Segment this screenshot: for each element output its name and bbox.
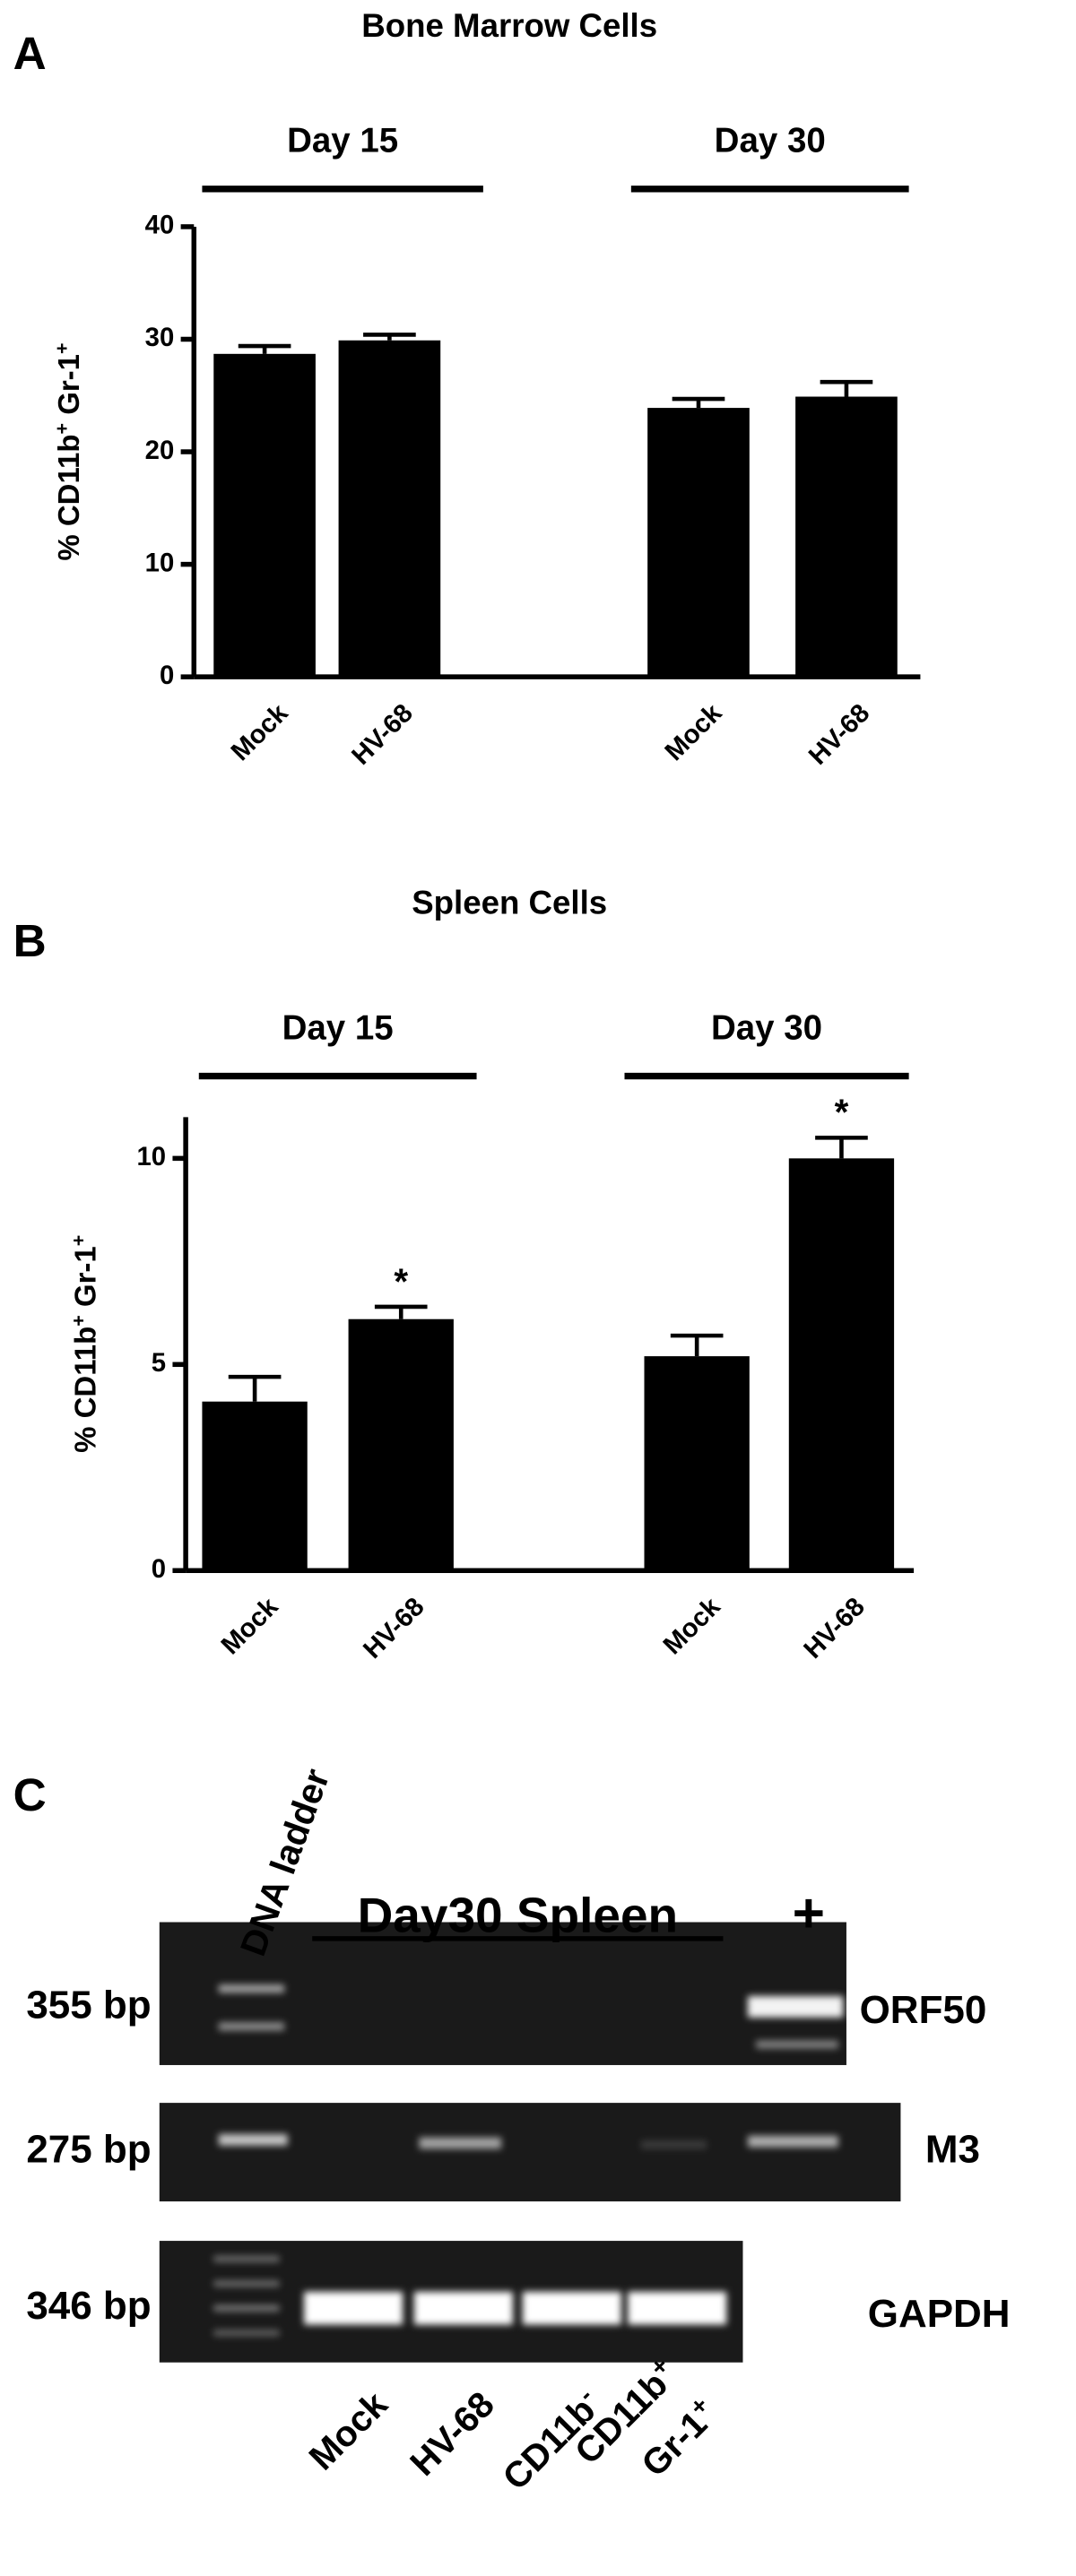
band <box>756 2040 838 2049</box>
band <box>747 2135 838 2148</box>
gel-title: Day30 Spleen <box>358 1888 679 1943</box>
band <box>640 2140 707 2149</box>
annotation: * <box>835 1092 849 1133</box>
gene-label: ORF50 <box>860 1988 987 2032</box>
text-part: Gr-1 <box>52 354 85 423</box>
y-tick-label: 30 <box>145 323 175 352</box>
x-tick-label: HV-68 <box>346 698 419 771</box>
bar <box>644 1356 750 1571</box>
text-part: Mock <box>300 2383 395 2478</box>
y-tick-label: 0 <box>160 661 174 690</box>
error-bar <box>228 1374 282 1402</box>
gel-image <box>159 1922 846 2065</box>
panel-label: B <box>13 915 47 966</box>
error-bar <box>672 396 725 409</box>
y-axis-label: % CD11b+ Gr-1+ <box>51 342 85 560</box>
error-bar <box>820 379 873 397</box>
band <box>522 2291 621 2325</box>
group-label: Day 30 <box>711 1008 822 1047</box>
y-tick-label: 5 <box>152 1348 166 1378</box>
bar <box>338 340 441 678</box>
lane-label: Mock <box>300 2383 395 2478</box>
text-part: HV-68 <box>402 2383 502 2484</box>
band <box>213 2280 280 2287</box>
band <box>218 2133 288 2146</box>
group-label: Day 15 <box>287 122 398 160</box>
superscript: + <box>51 342 73 354</box>
gene-label: M3 <box>925 2128 980 2172</box>
band <box>213 2330 280 2337</box>
positive-label: + <box>793 1883 825 1945</box>
y-tick-label: 10 <box>145 548 175 577</box>
bar <box>795 396 898 678</box>
band <box>213 2255 280 2262</box>
size-label: 275 bp <box>26 2128 151 2172</box>
chart-title: Spleen Cells <box>412 885 607 921</box>
band <box>218 2022 285 2031</box>
error-bar <box>363 333 416 341</box>
gene-label: GAPDH <box>868 2292 1011 2336</box>
gel-image <box>159 2103 901 2202</box>
band <box>218 1984 285 1993</box>
text-part: % CD11b <box>68 1327 101 1453</box>
error-bar <box>238 343 291 354</box>
x-tick-label: HV-68 <box>358 1592 430 1664</box>
bar <box>647 408 750 678</box>
x-tick-label: Mock <box>657 1592 726 1661</box>
group-label: Day 15 <box>282 1008 394 1047</box>
y-tick-label: 10 <box>137 1142 167 1171</box>
x-tick-label: Mock <box>225 697 294 766</box>
y-axis-label: % CD11b+ Gr-1+ <box>67 1235 101 1453</box>
gel-bands <box>213 1984 844 2337</box>
superscript: + <box>51 423 73 435</box>
y-tick-label: 40 <box>145 211 175 240</box>
error-bar <box>670 1333 724 1357</box>
size-label: 355 bp <box>26 1983 151 2027</box>
bar <box>213 353 316 678</box>
x-tick-label: HV-68 <box>798 1592 871 1664</box>
panel-label: C <box>13 1769 47 1820</box>
bar <box>202 1401 308 1571</box>
text-part: Gr-1 <box>68 1246 101 1315</box>
superscript: + <box>67 1235 89 1247</box>
text-part: % CD11b <box>52 435 85 561</box>
x-tick-label: HV-68 <box>803 698 875 771</box>
band <box>213 2304 280 2312</box>
superscript: + <box>67 1315 89 1327</box>
band <box>413 2291 513 2325</box>
annotation: * <box>394 1260 408 1301</box>
bar <box>788 1158 895 1571</box>
band <box>628 2291 727 2325</box>
lane-label: CD11b+Gr-1+ <box>565 2351 725 2511</box>
panel-label: A <box>13 28 47 79</box>
chart-title: Bone Marrow Cells <box>361 7 657 44</box>
band <box>419 2137 502 2149</box>
y-tick-label: 20 <box>145 436 175 465</box>
x-tick-label: Mock <box>215 1592 284 1661</box>
gel-panel: DNA ladder Day30 Spleen + 355 bp 275 bp … <box>26 1763 1011 2511</box>
error-bar <box>815 1136 868 1159</box>
band <box>304 2291 404 2325</box>
size-label: 346 bp <box>26 2284 151 2328</box>
y-tick-label: 0 <box>152 1554 166 1584</box>
group-label: Day 30 <box>715 122 826 160</box>
band <box>747 1995 844 2018</box>
x-tick-label: Mock <box>659 697 728 766</box>
bar <box>348 1318 454 1571</box>
error-bar <box>374 1304 428 1319</box>
lane-label: HV-68 <box>402 2383 502 2484</box>
